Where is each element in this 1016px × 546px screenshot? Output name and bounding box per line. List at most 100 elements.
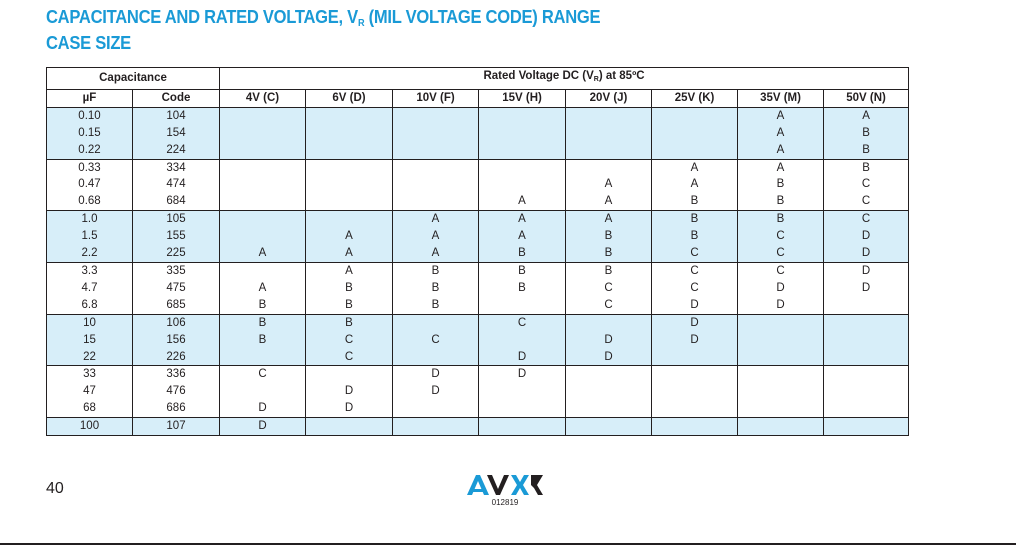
case-size-cell (737, 417, 825, 437)
case-size-cell (565, 400, 653, 418)
case-size-cell (565, 106, 653, 125)
case-size-cell: C (651, 261, 739, 280)
case-size-cell (219, 228, 307, 246)
capacitance-cell: 10 (46, 313, 133, 332)
case-size-cell: B (651, 193, 739, 211)
table-row: 3.3 335 A B B B C C D (46, 261, 910, 280)
case-size-cell: D (823, 245, 910, 263)
case-size-cell: A (392, 245, 480, 263)
case-size-cell: C (565, 279, 653, 297)
column-header: 25V (K) (651, 88, 739, 108)
case-size-cell (478, 106, 567, 125)
capacitance-cell: 1.0 (46, 210, 133, 229)
table-row: 10 106 B B C D (46, 313, 910, 332)
case-size-cell: D (565, 331, 653, 349)
case-size-cell (737, 400, 825, 418)
case-size-cell: D (478, 365, 567, 384)
voltage-header-subscript: R (593, 76, 599, 83)
table-row: 47 476 D D (46, 383, 910, 401)
case-size-cell (392, 193, 480, 211)
code-cell: 106 (131, 313, 221, 332)
case-size-cell: A (305, 261, 394, 280)
case-size-cell (651, 124, 739, 142)
case-size-cell (478, 158, 567, 177)
case-size-cell: A (478, 210, 567, 229)
column-header: µF (46, 88, 133, 108)
case-size-cell: B (651, 210, 739, 229)
code-cell: 225 (131, 245, 221, 263)
case-size-cell: A (392, 228, 480, 246)
case-size-cell (478, 383, 567, 401)
table-header: Capacitance Rated Voltage DC (VR) at 85º… (45, 67, 910, 108)
case-size-cell: D (651, 331, 739, 349)
case-size-cell (737, 383, 825, 401)
code-cell: 686 (131, 400, 221, 418)
case-size-cell (478, 124, 567, 142)
case-size-cell (219, 383, 307, 401)
case-size-cell (219, 261, 307, 280)
case-size-cell (219, 176, 307, 194)
case-size-cell (305, 176, 394, 194)
table-row: 0.47 474 A A B C (46, 176, 910, 194)
case-size-cell (565, 313, 653, 332)
case-size-cell (651, 106, 739, 125)
case-size-cell: B (219, 296, 307, 315)
column-header-row: µF Code 4V (C) 6V (D) 10V (F) 15V (H) 20V (J) 2… (46, 88, 910, 108)
case-size-cell: D (392, 383, 480, 401)
title-line1-prefix: CAPACITANCE AND RATED VOLTAGE, V (46, 7, 358, 27)
title-line1-suffix: (MIL VOLTAGE CODE) RANGE (364, 7, 601, 27)
case-size-cell: A (737, 106, 825, 125)
table-row: 100 107 D (46, 417, 910, 437)
column-header: 4V (C) (219, 88, 307, 108)
case-size-cell (392, 176, 480, 194)
capacitance-cell: 0.15 (46, 124, 133, 142)
case-size-cell: B (219, 313, 307, 332)
case-size-cell: B (823, 141, 910, 160)
capacitance-cell: 0.33 (46, 158, 133, 177)
capacitance-cell: 0.47 (46, 176, 133, 194)
case-size-cell: B (565, 261, 653, 280)
table-row: 1.5 155 A A A B B C D (46, 228, 910, 246)
case-size-cell (565, 124, 653, 142)
case-size-cell (219, 348, 307, 366)
case-size-cell (219, 141, 307, 160)
table-row: 1.0 105 A A A B B C (46, 210, 910, 229)
case-size-cell: B (565, 228, 653, 246)
case-size-cell: D (478, 348, 567, 366)
case-size-cell (823, 400, 910, 418)
capacitance-cell: 6.8 (46, 296, 133, 315)
group-header-capacitance: Capacitance (45, 67, 221, 90)
case-size-cell (478, 296, 567, 315)
case-size-cell: C (737, 245, 825, 263)
column-header: 35V (M) (737, 88, 825, 108)
code-cell: 474 (131, 176, 221, 194)
case-size-cell (219, 210, 307, 229)
code-cell: 104 (131, 106, 221, 125)
case-size-cell (478, 176, 567, 194)
case-size-cell: D (737, 279, 825, 297)
case-size-cell: A (737, 124, 825, 142)
case-size-cell (565, 383, 653, 401)
code-cell: 105 (131, 210, 221, 229)
case-size-cell (392, 400, 480, 418)
capacitance-cell: 68 (46, 400, 133, 418)
code-cell: 685 (131, 296, 221, 315)
table-row: 0.15 154 A B (46, 124, 910, 142)
case-size-cell: D (737, 296, 825, 315)
case-size-cell (392, 158, 480, 177)
case-size-cell (823, 383, 910, 401)
case-size-cell (392, 124, 480, 142)
case-size-cell (392, 417, 480, 437)
page-title: CAPACITANCE AND RATED VOLTAGE, VR (MIL V… (46, 7, 601, 29)
case-size-cell: B (305, 279, 394, 297)
case-size-cell (737, 313, 825, 332)
case-size-cell: A (737, 141, 825, 160)
voltage-header-prefix: Rated Voltage DC (V (483, 70, 594, 82)
case-size-cell (305, 417, 394, 437)
table-row: 0.10 104 A A (46, 106, 910, 125)
case-size-cell: B (737, 176, 825, 194)
avx-logo-icon (467, 475, 543, 495)
case-size-cell: D (565, 348, 653, 366)
case-size-cell: B (305, 296, 394, 315)
case-size-cell: D (651, 296, 739, 315)
